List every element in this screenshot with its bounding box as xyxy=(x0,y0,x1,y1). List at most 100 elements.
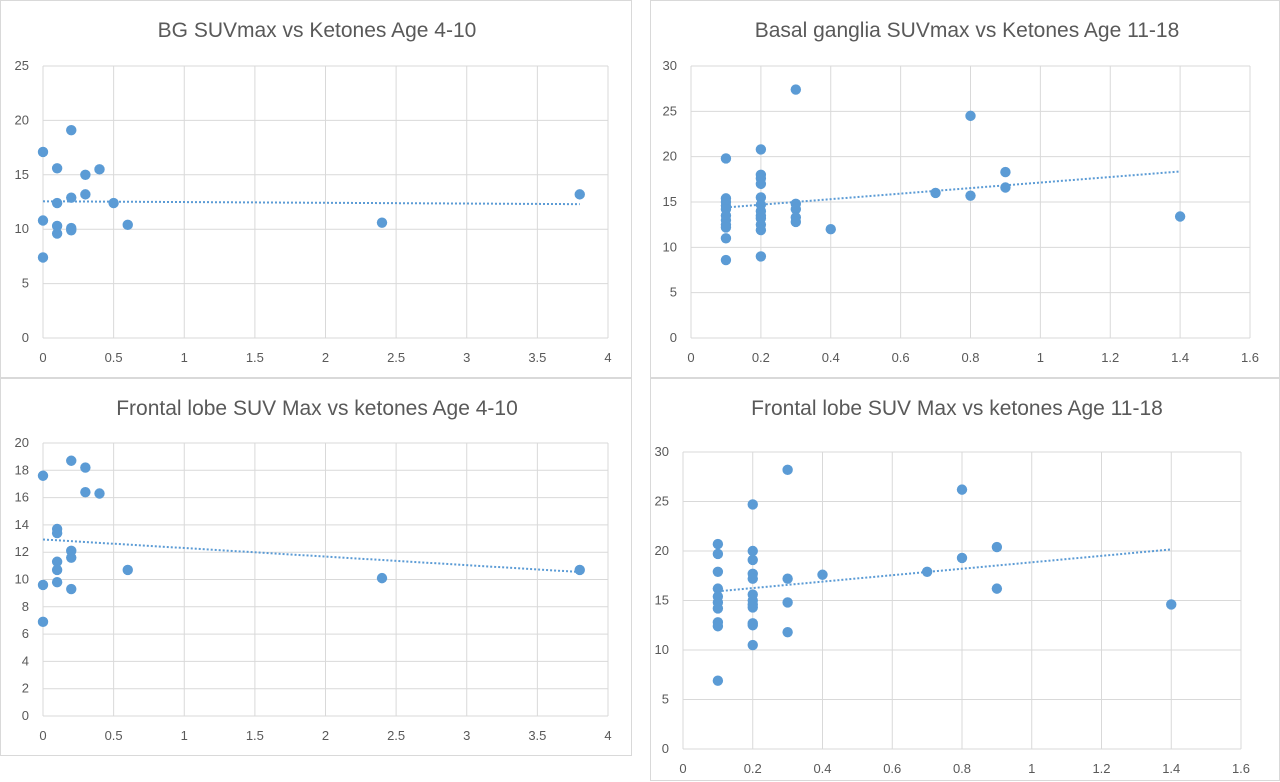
y-tick-label: 12 xyxy=(15,544,29,559)
data-point xyxy=(122,564,133,576)
data-point xyxy=(782,597,793,608)
data-point xyxy=(66,124,77,136)
data-point xyxy=(1174,211,1186,222)
y-tick-label: 6 xyxy=(22,626,29,641)
data-point xyxy=(574,189,585,200)
data-point xyxy=(712,621,724,632)
x-tick-label: 0.8 xyxy=(953,761,971,776)
chart-svg: Basal ganglia SUVmax vs Ketones Age 11-1… xyxy=(663,19,1260,365)
y-tick-label: 15 xyxy=(655,593,669,608)
y-tick-label: 10 xyxy=(663,239,677,254)
data-point xyxy=(782,573,793,584)
y-tick-label: 5 xyxy=(662,692,669,707)
x-tick-label: 1.5 xyxy=(246,728,264,743)
data-point xyxy=(956,552,968,564)
chart-title: BG SUVmax vs Ketones Age 4-10 xyxy=(158,19,477,42)
x-tick-label: 0.4 xyxy=(822,350,840,365)
data-point xyxy=(66,225,77,236)
data-point xyxy=(755,192,767,203)
data-point xyxy=(51,556,63,567)
x-tick-label: 1.4 xyxy=(1162,761,1180,776)
data-point xyxy=(66,192,77,203)
data-point xyxy=(37,252,49,263)
x-tick-label: 1 xyxy=(1028,761,1035,776)
x-tick-label: 0 xyxy=(39,350,46,365)
y-tick-label: 15 xyxy=(15,167,29,182)
y-tick-label: 20 xyxy=(663,149,677,164)
data-point xyxy=(51,220,63,232)
y-tick-label: 30 xyxy=(663,58,677,73)
x-tick-label: 1 xyxy=(181,350,188,365)
y-tick-label: 8 xyxy=(22,599,29,614)
data-point xyxy=(790,84,802,95)
x-tick-label: 4 xyxy=(604,728,611,743)
data-point xyxy=(720,153,732,164)
data-point xyxy=(1000,182,1011,193)
data-point xyxy=(51,577,63,588)
x-tick-label: 3 xyxy=(463,728,470,743)
y-tick-label: 0 xyxy=(662,741,669,756)
x-tick-label: 3.5 xyxy=(528,350,546,365)
data-point xyxy=(712,603,724,614)
x-tick-label: 2 xyxy=(322,728,329,743)
y-tick-label: 15 xyxy=(663,194,677,209)
data-point xyxy=(51,228,63,239)
data-point xyxy=(956,484,968,495)
x-tick-label: 3.5 xyxy=(528,728,546,743)
data-point xyxy=(755,224,767,236)
data-point xyxy=(37,215,49,226)
y-tick-label: 20 xyxy=(15,435,29,450)
data-point xyxy=(790,204,802,215)
y-tick-label: 25 xyxy=(15,58,29,73)
data-point xyxy=(51,197,63,209)
trendline xyxy=(42,200,580,206)
x-tick-label: 2.5 xyxy=(387,350,405,365)
y-tick-label: 20 xyxy=(655,543,669,558)
data-point xyxy=(1166,599,1177,610)
trendline xyxy=(42,538,580,574)
x-tick-label: 0 xyxy=(39,728,46,743)
x-tick-label: 1.6 xyxy=(1232,761,1250,776)
data-point xyxy=(108,197,119,209)
data-point xyxy=(66,552,77,563)
x-tick-label: 0.2 xyxy=(752,350,770,365)
data-point xyxy=(825,224,836,235)
y-tick-label: 30 xyxy=(655,444,669,459)
data-point xyxy=(790,216,802,228)
data-point xyxy=(965,110,976,122)
y-tick-label: 0 xyxy=(670,330,677,345)
y-tick-label: 2 xyxy=(22,681,29,696)
x-tick-label: 0.6 xyxy=(892,350,910,365)
data-point xyxy=(37,616,49,628)
data-point xyxy=(720,254,732,266)
chart-frontal-lobe-suvmax-age-4-10: Frontal lobe SUV Max vs ketones Age 4-10… xyxy=(0,378,632,756)
x-tick-label: 0.8 xyxy=(961,350,979,365)
y-tick-label: 20 xyxy=(15,112,29,127)
data-point xyxy=(991,583,1003,594)
x-tick-label: 0.4 xyxy=(813,761,831,776)
x-tick-label: 3 xyxy=(463,350,470,365)
x-tick-label: 1.4 xyxy=(1171,350,1189,365)
data-point xyxy=(66,455,77,466)
data-point xyxy=(755,144,767,155)
x-tick-label: 2 xyxy=(322,350,329,365)
y-tick-label: 0 xyxy=(22,708,29,723)
data-point xyxy=(712,548,724,560)
x-tick-label: 1.2 xyxy=(1092,761,1110,776)
data-point xyxy=(755,178,767,190)
data-point xyxy=(747,545,758,557)
x-tick-label: 1.5 xyxy=(246,350,264,365)
y-tick-label: 10 xyxy=(655,642,669,657)
data-point xyxy=(747,499,758,510)
y-tick-label: 14 xyxy=(15,517,29,532)
data-point xyxy=(965,190,976,201)
x-tick-label: 0.5 xyxy=(105,350,123,365)
x-tick-label: 4 xyxy=(604,350,611,365)
data-point xyxy=(720,222,732,233)
data-point xyxy=(817,569,828,580)
y-tick-label: 10 xyxy=(15,221,29,236)
data-point xyxy=(782,626,793,638)
data-point xyxy=(122,219,133,231)
data-point xyxy=(51,564,63,576)
x-tick-label: 0 xyxy=(679,761,686,776)
